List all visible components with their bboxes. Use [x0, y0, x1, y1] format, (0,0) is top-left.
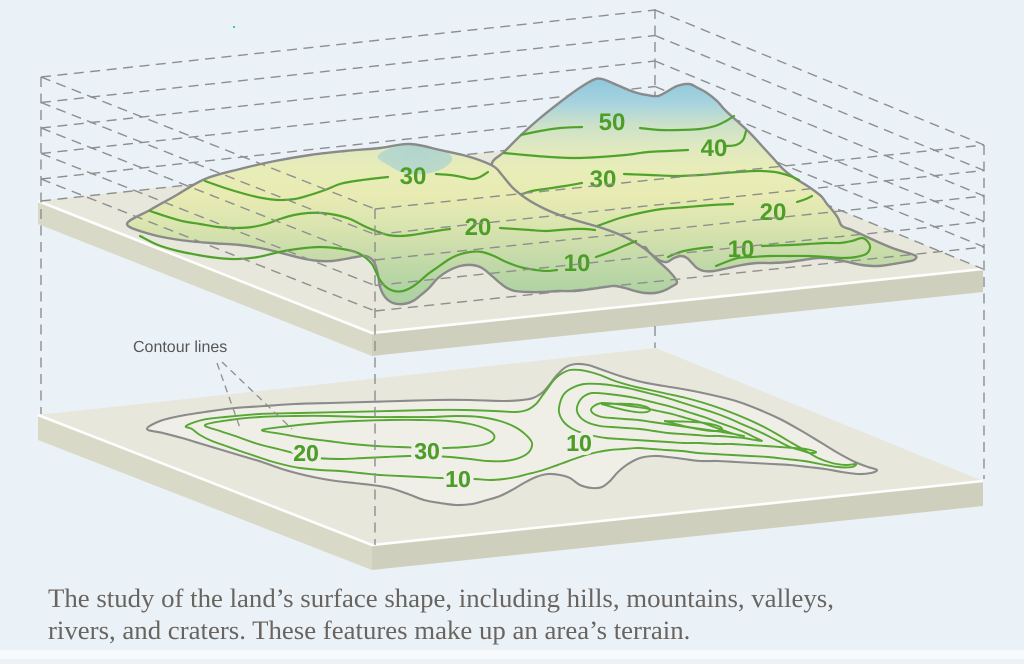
svg-text:20: 20 [293, 440, 319, 466]
svg-text:10: 10 [445, 466, 471, 492]
svg-text:30: 30 [400, 163, 427, 190]
svg-text:Contour lines: Contour lines [133, 339, 227, 356]
svg-text:40: 40 [701, 135, 728, 162]
svg-text:10: 10 [564, 250, 591, 277]
svg-text:20: 20 [293, 440, 319, 466]
svg-text:10: 10 [566, 430, 592, 456]
svg-text:20: 20 [465, 214, 492, 241]
svg-text:30: 30 [414, 438, 440, 464]
svg-text:30: 30 [414, 438, 440, 464]
svg-text:30: 30 [590, 166, 617, 193]
svg-text:20: 20 [760, 199, 787, 226]
svg-text:50: 50 [599, 109, 626, 136]
svg-text:10: 10 [445, 466, 471, 492]
svg-text:10: 10 [728, 236, 755, 263]
svg-text:10: 10 [566, 430, 592, 456]
